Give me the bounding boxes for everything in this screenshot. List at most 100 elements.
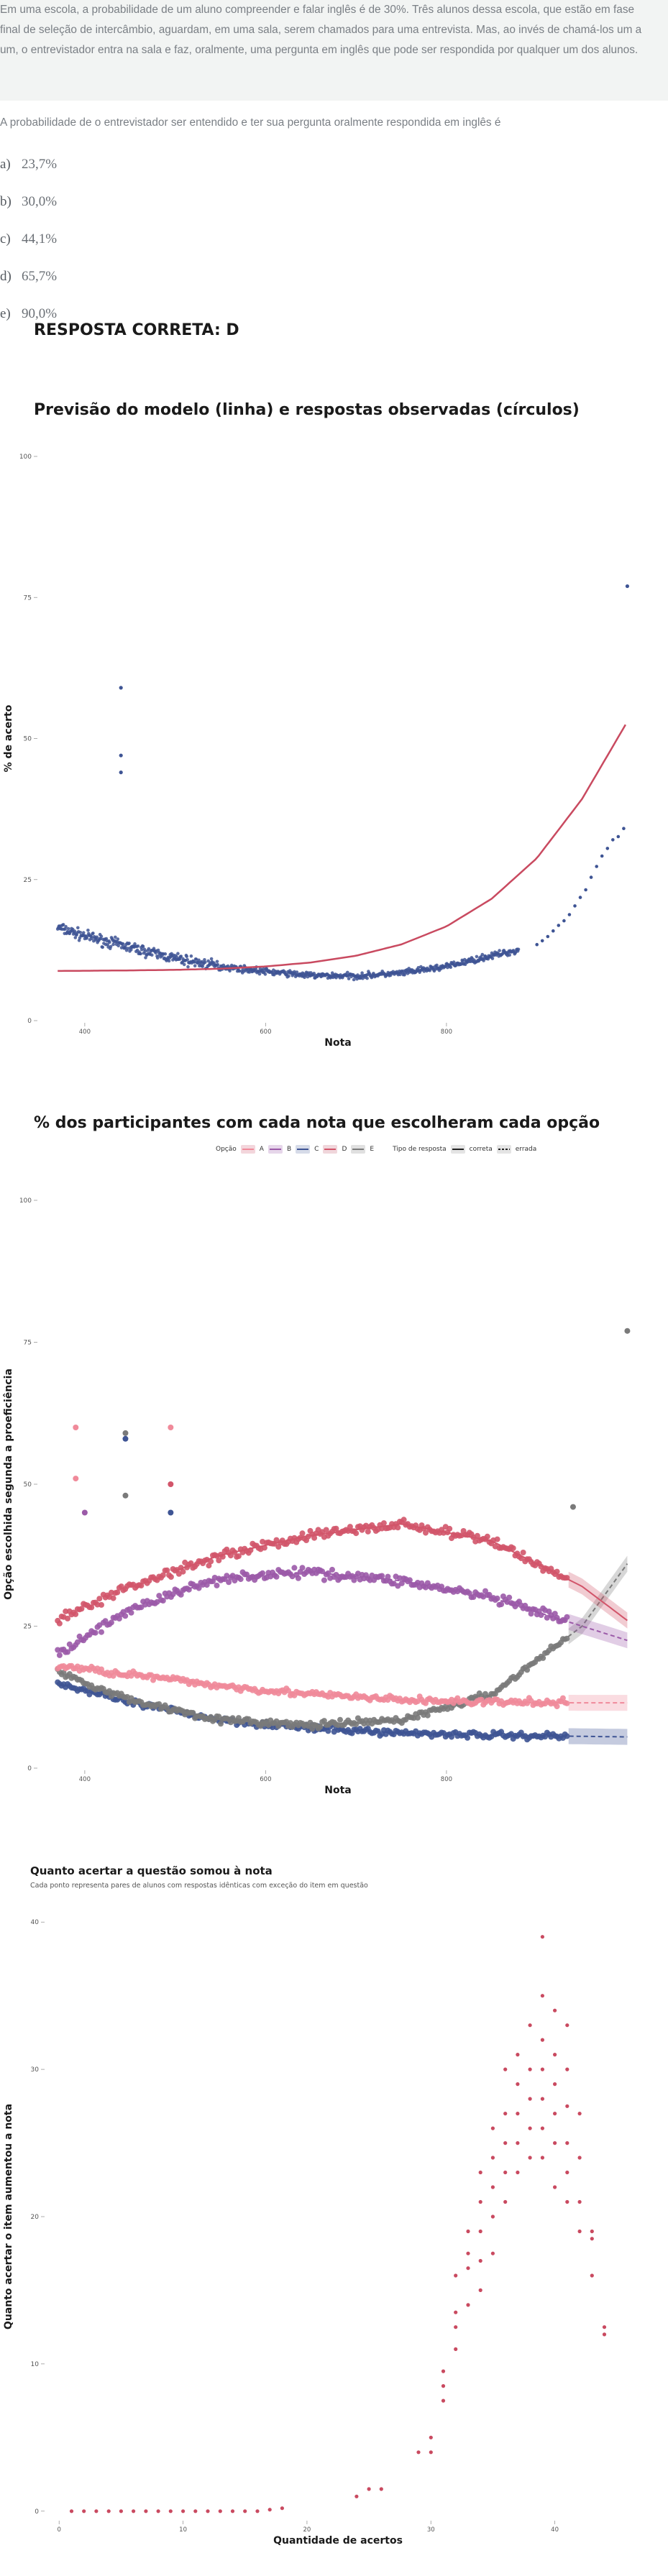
gain-point: [577, 2199, 582, 2204]
observed-point: [449, 965, 453, 969]
gain-point: [540, 2126, 545, 2130]
x-tick-label: 600: [260, 1029, 271, 1036]
option-c: c) 44,1%: [0, 231, 57, 247]
observed-point: [121, 942, 125, 946]
legend-label-wrong: errada: [515, 1146, 537, 1153]
option-d-point: [56, 1620, 63, 1627]
gain-point: [553, 2141, 557, 2145]
observed-point: [124, 945, 127, 949]
gain-point: [478, 2258, 482, 2263]
option-e-point: [156, 1701, 163, 1707]
gain-point: [565, 2023, 569, 2028]
gain-point: [553, 2112, 557, 2116]
option-d-point: [63, 1608, 69, 1614]
option-d: d) 65,7%: [0, 269, 57, 285]
observed-point: [475, 954, 479, 959]
gain-point: [441, 2384, 446, 2388]
observed-point: [203, 958, 206, 962]
option-d-point: [227, 1552, 234, 1559]
option-b-point: [329, 1566, 335, 1573]
legend-key-wrong: [496, 1145, 511, 1154]
gain-point: [577, 2229, 582, 2234]
option-d-point: [216, 1558, 222, 1563]
option-d-point: [114, 1589, 121, 1596]
option-b-point: [325, 1570, 331, 1576]
option-d-point: [423, 1530, 429, 1536]
option-b-point: [470, 1594, 477, 1600]
option-d-point: [235, 1553, 242, 1560]
option-d-band: [568, 1571, 628, 1629]
gain-point: [168, 2509, 173, 2513]
gain-point: [565, 2170, 569, 2175]
option-e: e) 90,0%: [0, 306, 57, 322]
observed-point: [498, 949, 501, 952]
observed-point: [111, 942, 115, 947]
gain-point: [565, 2104, 569, 2108]
x-tick-label: 400: [79, 1029, 91, 1036]
option-d-point: [180, 1568, 186, 1575]
observed-point: [182, 962, 186, 967]
option-d-point: [333, 1525, 339, 1532]
option-c-band: [568, 1728, 628, 1745]
gain-point: [528, 2097, 532, 2101]
option-e-point: [218, 1721, 224, 1727]
option-b-point: [128, 1609, 134, 1616]
gain-point: [466, 2266, 470, 2271]
observed-point: [81, 931, 86, 934]
x-axis-label: Nota: [324, 1785, 351, 1796]
chart2-legend: Opção A B C D E Tipo de resposta correta…: [216, 1143, 536, 1156]
observed-point: [152, 947, 156, 950]
observed-point: [73, 936, 78, 939]
gain-point: [540, 2156, 545, 2160]
y-tick-label: 0: [27, 1018, 32, 1025]
observed-point: [167, 959, 171, 963]
option-d-curve: [175, 1523, 628, 1622]
gain-point: [503, 2067, 508, 2071]
option-b-point: [498, 1601, 505, 1608]
y-tick-label: 25: [24, 1624, 32, 1631]
observed-point: [185, 954, 189, 959]
observed-point: [535, 942, 539, 947]
option-d-point: [96, 1596, 103, 1602]
gain-point: [516, 2170, 520, 2175]
gain-point: [416, 2450, 421, 2455]
gain-point: [367, 2487, 371, 2491]
y-tick-label: 100: [19, 454, 32, 461]
option-b-point: [398, 1580, 405, 1586]
gain-point: [94, 2509, 99, 2513]
option-text: 65,7%: [22, 269, 58, 284]
option-a-curve: [175, 1679, 628, 1704]
observed-point: [186, 965, 190, 969]
x-tick-label: 400: [79, 1776, 91, 1783]
option-a-point: [478, 1696, 485, 1703]
gain-point: [354, 2494, 359, 2498]
gain-point: [454, 2310, 458, 2314]
option-b-curve: [175, 1571, 628, 1642]
observed-point: [611, 838, 615, 842]
x-axis-label: Quantidade de acertos: [273, 2535, 403, 2547]
gain-point: [441, 2398, 446, 2403]
observed-point: [176, 952, 180, 955]
gain-point: [540, 2038, 545, 2042]
gain-point: [553, 2082, 557, 2087]
gain-point: [528, 2023, 532, 2028]
chart-score-gain: 0 10 20 30 40 0 10 20 30 40 Quantidade de acertos Q…: [3, 1919, 607, 2547]
observed-point: [263, 972, 267, 976]
observed-point: [77, 939, 81, 942]
observed-point: [186, 958, 189, 962]
option-b-point: [494, 1595, 500, 1601]
observed-point: [73, 929, 77, 933]
legend-key-b: [267, 1145, 283, 1154]
observed-point: [622, 827, 626, 830]
gain-point: [540, 2097, 545, 2101]
gain-point: [230, 2509, 235, 2513]
gain-point: [553, 2053, 557, 2057]
gain-point: [540, 2067, 545, 2071]
observed-point: [116, 944, 120, 948]
observed-point: [347, 977, 351, 980]
observed-point: [552, 929, 555, 933]
observed-point: [573, 904, 577, 908]
chart3-subtitle: Cada ponto representa pares de alunos co…: [30, 1882, 368, 1890]
option-d-point: [168, 1574, 174, 1580]
option-a-point: [110, 1673, 116, 1679]
